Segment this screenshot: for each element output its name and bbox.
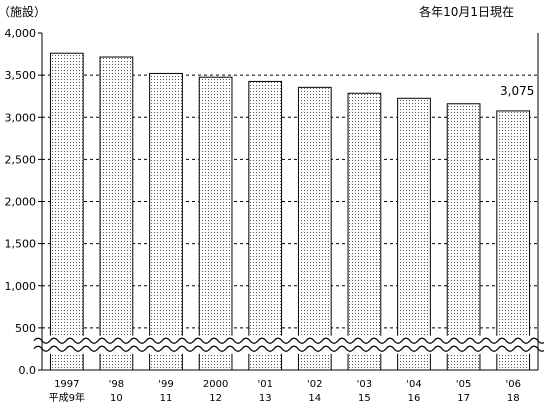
x-tick-label-year: 1997 [54,379,79,390]
x-tick-label-era: 平成9年 [49,391,85,404]
x-tick-label-year: '99 [158,379,173,390]
y-tick-label: 3,500 [5,69,37,82]
bar [496,110,531,371]
bar [99,56,134,371]
x-tick-label-year: '05 [456,379,471,390]
grid-lines [42,74,538,329]
bar [248,80,283,371]
x-tick-label-year: '98 [109,379,124,390]
y-axis-unit-label: （施設） [0,4,46,19]
y-tick-label: 1,500 [5,238,37,251]
x-tick-label-era: 17 [457,393,470,404]
x-tick-label-era: 12 [209,393,222,404]
bar [198,76,233,371]
y-tick-label: 4,000 [5,27,37,40]
axis-break [33,335,544,354]
bars [49,52,531,371]
data-label: 3,075 [500,84,534,98]
x-tick-label-year: '01 [257,379,272,390]
y-tick-label: 2,500 [5,153,37,166]
x-tick-label-era: 13 [259,393,272,404]
date-note: 各年10月1日現在 [419,4,514,19]
y-tick-label: 500 [15,322,36,335]
y-axis-ticks: 0.0 500 1,000 1,500 2,000 2,500 3,000 3,500 4,00… [5,27,42,377]
bar [149,72,183,371]
x-tick-label-era: 14 [308,393,321,404]
bar [297,86,332,371]
axis-break-wave-lower [33,345,544,352]
x-tick-label-year: '06 [505,379,520,390]
bar [49,52,84,371]
bar [347,92,382,371]
bar [446,103,481,371]
x-tick-label-year: '02 [307,379,322,390]
y-tick-label: 1,000 [5,280,37,293]
axis-break-wave-upper [33,337,544,344]
x-tick-label-era: 16 [408,393,421,404]
x-tick-label-year: 2000 [203,379,228,390]
x-tick-label-year: '04 [406,379,421,390]
x-tick-label-era: 15 [358,393,371,404]
x-tick-label-year: '03 [357,379,372,390]
x-tick-label-era: 10 [110,393,123,404]
bar [397,97,431,371]
data-labels: 3,075 [500,84,534,98]
x-tick-label-era: 11 [160,393,173,404]
y-tick-label: 0.0 [19,364,37,377]
x-tick-label-era: 18 [507,393,520,404]
y-tick-label: 2,000 [5,196,37,209]
y-tick-label: 3,000 [5,111,37,124]
